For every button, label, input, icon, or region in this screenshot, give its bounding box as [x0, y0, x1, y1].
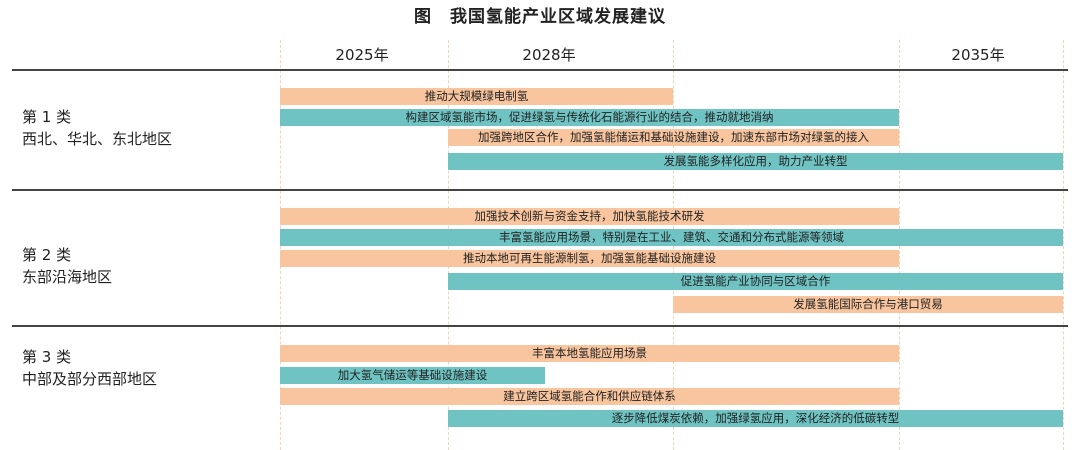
timeline-bar: 建立跨区域氢能合作和供应链体系 — [280, 388, 899, 405]
figure-title: 图 我国氢能产业区域发展建议 — [414, 7, 666, 27]
timeline-bar: 加强技术创新与资金支持，加快氢能技术研发 — [280, 208, 899, 225]
year-label-2035: 2035年 — [951, 46, 1005, 64]
region: 西北、华北、东北地区 — [22, 130, 173, 148]
timeline-bar: 构建区域氢能市场，促进绿氢与传统化石能源行业的结合，推动就地消纳 — [280, 109, 899, 126]
group-label-1: 第 1 类西北、华北、东北地区 — [22, 106, 172, 150]
divider — [12, 69, 1068, 71]
timeline-bar: 加强跨地区合作，加强氢能储运和基础设施建设，加速东部市场对绿氢的接入 — [448, 129, 899, 146]
timeline-bar: 逐步降低煤炭依赖，加强绿氢应用，深化经济的低碳转型 — [448, 410, 1063, 427]
group-label-3: 第 3 类中部及部分西部地区 — [22, 346, 157, 390]
timeline-bar: 发展氢能多样化应用，助力产业转型 — [448, 153, 1063, 170]
category: 第 1 类 — [22, 108, 72, 126]
timeline-bar: 发展氢能国际合作与港口贸易 — [673, 296, 1063, 313]
timeline-bar: 推动大规模绿电制氢 — [280, 88, 673, 105]
divider — [12, 325, 1068, 327]
region: 东部沿海地区 — [22, 268, 113, 286]
year-label-2028: 2028年 — [522, 46, 576, 64]
group-label-2: 第 2 类东部沿海地区 — [22, 244, 112, 288]
timeline-bar: 促进氢能产业协同与区域合作 — [448, 273, 1063, 290]
timeline-bar: 丰富氢能应用场景，特别是在工业、建筑、交通和分布式能源等领域 — [280, 229, 1063, 246]
timeline-bar: 丰富本地氢能应用场景 — [280, 345, 899, 362]
year-label-2025: 2025年 — [335, 46, 389, 64]
category: 第 3 类 — [22, 348, 72, 366]
timeline-bar: 推动本地可再生能源制氢，加强氢能基础设施建设 — [280, 250, 899, 267]
category: 第 2 类 — [22, 246, 72, 264]
grid-line — [1063, 40, 1064, 450]
region: 中部及部分西部地区 — [22, 370, 158, 388]
timeline-bar: 加大氢气储运等基础设施建设 — [280, 367, 545, 384]
divider — [12, 189, 1068, 191]
